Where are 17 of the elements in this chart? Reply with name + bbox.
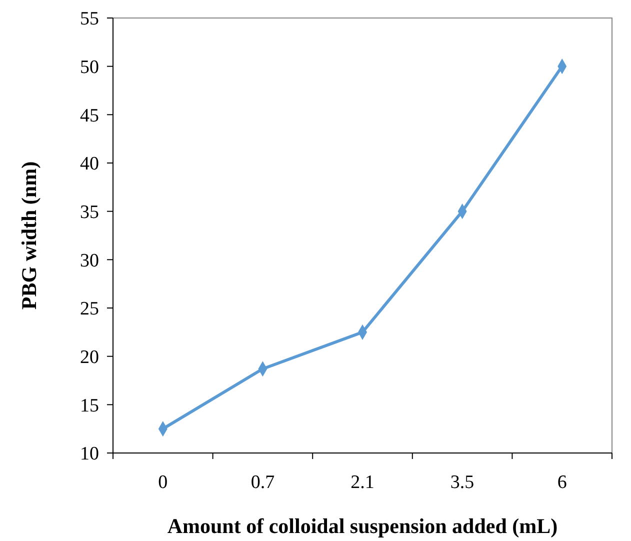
x-tick-label: 3.5 (450, 472, 474, 493)
y-tick-label: 10 (80, 444, 99, 465)
y-tick-label: 15 (80, 395, 99, 416)
y-tick-label: 30 (80, 250, 99, 272)
y-tick-label: 55 (80, 8, 99, 30)
x-axis-title: Amount of colloidal suspension added (mL) (167, 514, 558, 538)
y-tick-label: 40 (80, 154, 99, 175)
y-tick-label: 45 (80, 105, 99, 126)
y-tick-label: 35 (80, 202, 99, 223)
x-tick-label: 6 (557, 472, 567, 493)
y-tick-label: 50 (80, 56, 99, 78)
x-tick-label: 0 (158, 472, 168, 493)
y-axis-title: PBG width (nm) (17, 161, 41, 310)
y-tick-label: 25 (80, 298, 99, 320)
x-tick-label: 2.1 (350, 472, 374, 493)
y-tick-label: 20 (80, 346, 99, 368)
x-tick-label: 0.7 (250, 472, 275, 493)
